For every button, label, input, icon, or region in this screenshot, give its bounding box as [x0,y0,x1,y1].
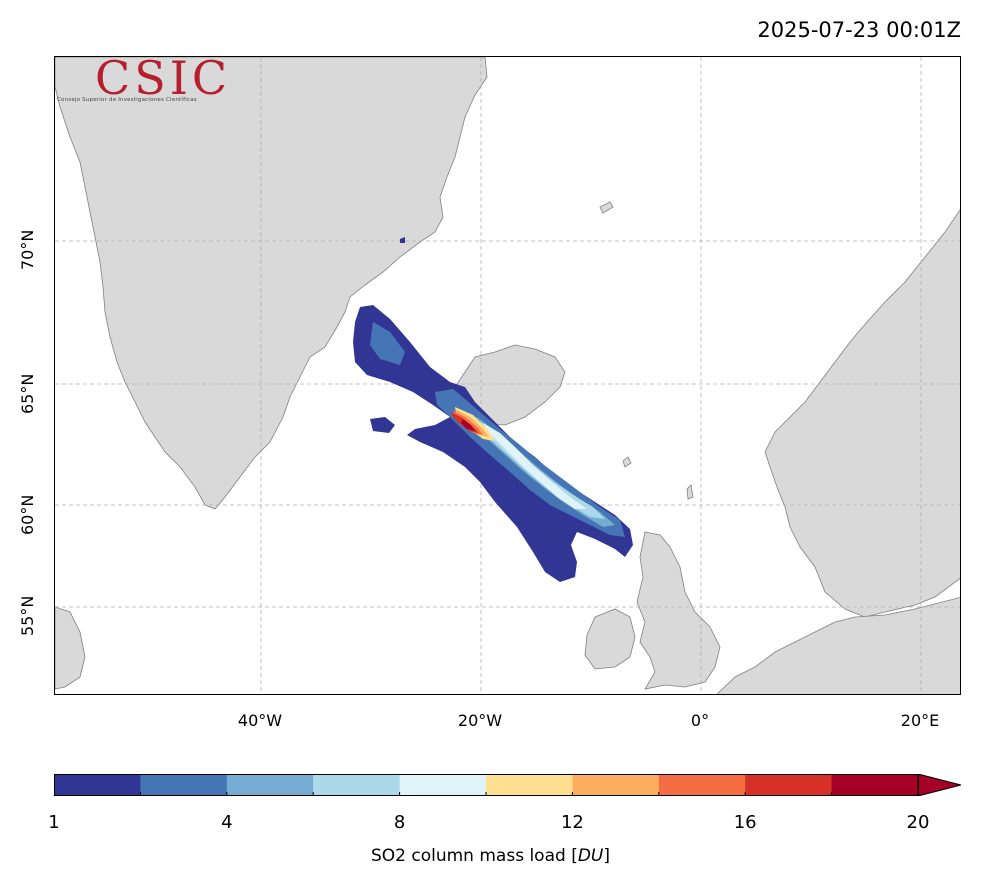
scandinavia [764,209,960,618]
canada-corner [55,606,86,690]
lon-label-20e: 20°E [900,711,940,730]
map-canvas [55,57,960,694]
lon-label-20w: 20°W [457,711,503,730]
lon-label-0: 0° [690,711,710,730]
plume-band-2 [370,322,625,537]
shetland [686,484,694,500]
colorbar-title: SO2 column mass load [DU] [370,846,611,866]
plume-patch [370,417,395,433]
ireland [584,608,636,670]
colorbar-segment [486,774,573,796]
colorbar-segment [226,774,314,796]
logo-text: CSIC [95,56,232,105]
colorbar-segment [658,774,746,796]
land-layer [55,57,960,694]
lon-label-40w: 40°W [237,711,283,730]
logo-subtitle: Consejo Superior de Investigaciones Cien… [57,97,197,103]
colorbar-tick-label: 8 [393,812,406,833]
lat-label-55n: 55°N [18,595,37,636]
continental-europe [716,597,960,694]
plume-band-5 [483,423,587,509]
colorbar-extend-arrow [917,774,961,796]
colorbar-tick-label: 12 [560,812,584,833]
colorbar-segment [313,774,401,796]
colorbar-segment [831,774,919,796]
colorbar-tick-label: 1 [48,812,60,833]
colorbar-segment [572,774,660,796]
map-frame: CSIC Consejo Superior de Investigaciones… [54,56,961,695]
lat-label-70n: 70°N [18,229,37,270]
islet [599,201,614,214]
faroe [622,456,632,468]
lat-label-60n: 60°N [18,494,37,535]
colorbar-tick-label: 20 [906,812,930,833]
colorbar [54,774,961,796]
timestamp: 2025-07-23 00:01Z [757,18,961,42]
lat-label-65n: 65°N [18,373,37,414]
so2-plume [353,237,633,582]
greenland [55,57,488,510]
colorbar-segment [399,774,487,796]
colorbar-segment [140,774,228,796]
colorbar-segment [745,774,833,796]
colorbar-segment [54,774,141,796]
great-britain [636,531,721,690]
plume-patch-small [400,237,405,243]
colorbar-tick-label: 4 [221,812,233,833]
csic-logo: CSIC Consejo Superior de Investigaciones… [57,56,247,107]
plume-band-10 [461,419,475,431]
colorbar-tick-label: 16 [733,812,757,833]
graticule [55,57,960,694]
